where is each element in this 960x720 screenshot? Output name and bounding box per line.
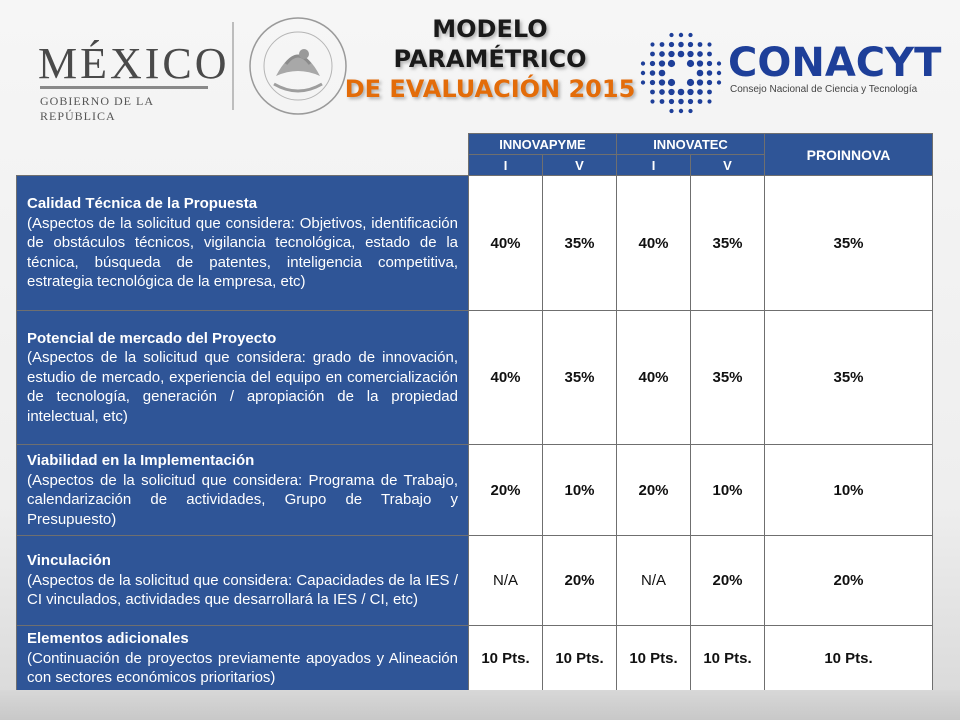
value-cell: 40% xyxy=(468,175,543,311)
criterion-cell: Potencial de mercado del Proyecto (Aspec… xyxy=(16,310,469,445)
subheader-innovapyme-i: I xyxy=(468,154,543,176)
value-cell: 10 Pts. xyxy=(616,625,691,692)
logo-divider xyxy=(232,22,234,110)
value-cell: 35% xyxy=(542,175,617,311)
header-innovatec: INNOVATEC xyxy=(615,133,766,155)
value-cell: 10 Pts. xyxy=(542,625,617,692)
table-row: Elementos adicionales (Continuación de p… xyxy=(16,625,934,692)
criterion-cell: Elementos adicionales (Continuación de p… xyxy=(16,625,469,692)
value-cell: 10 Pts. xyxy=(468,625,543,692)
value-cell: 35% xyxy=(689,175,766,311)
value-cell: N/A xyxy=(468,535,543,626)
value-cell: N/A xyxy=(616,535,691,626)
title-line-2: PARAMÉTRICO xyxy=(393,45,587,73)
criterion-description: (Aspectos de la solicitud que considera:… xyxy=(27,571,458,609)
slide-title: MODELO PARAMÉTRICO DE EVALUACIÓN 2015 xyxy=(340,14,640,104)
conacyt-dots-icon xyxy=(640,32,722,114)
criterion-title: Potencial de mercado del Proyecto xyxy=(27,329,277,347)
value-cell: 35% xyxy=(764,310,934,445)
header-proinnova: PROINNOVA xyxy=(764,133,934,176)
value-cell: 10% xyxy=(689,444,766,536)
conacyt-wordmark: CONACYT xyxy=(728,40,942,86)
value-cell: 20% xyxy=(764,535,934,626)
title-line-1: MODELO xyxy=(432,15,548,43)
conacyt-subtitle: Consejo Nacional de Ciencia y Tecnología xyxy=(730,84,918,95)
criterion-cell: Calidad Técnica de la Propuesta (Aspecto… xyxy=(16,175,469,311)
criterion-title: Calidad Técnica de la Propuesta xyxy=(27,195,258,213)
value-cell: 35% xyxy=(764,175,934,311)
value-cell: 10% xyxy=(542,444,617,536)
table-corner xyxy=(17,134,469,176)
value-cell: 10 Pts. xyxy=(689,625,766,692)
value-cell: 20% xyxy=(689,535,766,626)
evaluation-table: INNOVAPYME INNOVATEC PROINNOVA I V I V C… xyxy=(16,133,934,692)
value-cell: 10 Pts. xyxy=(764,625,934,692)
criterion-description: (Continuación de proyectos previamente a… xyxy=(27,649,458,687)
criterion-cell: Viabilidad en la Implementación (Aspecto… xyxy=(16,444,469,536)
subheader-innovatec-i: I xyxy=(616,154,691,176)
slide-header: MÉXICO GOBIERNO DE LA REPÚBLICA MODELO P… xyxy=(0,0,960,130)
value-cell: 40% xyxy=(616,175,691,311)
mexico-government-logo: MÉXICO GOBIERNO DE LA REPÚBLICA xyxy=(38,38,227,123)
criterion-description: (Aspectos de la solicitud que considera:… xyxy=(27,214,458,291)
value-cell: 20% xyxy=(542,535,617,626)
criterion-description: (Aspectos de la solicitud que considera:… xyxy=(27,471,458,528)
value-cell: 40% xyxy=(468,310,543,445)
title-line-3: DE EVALUACIÓN 2015 xyxy=(344,75,636,103)
criterion-description: (Aspectos de la solicitud que considera:… xyxy=(27,349,458,425)
mexico-logo-subtitle: GOBIERNO DE LA REPÚBLICA xyxy=(40,94,154,123)
value-cell: 40% xyxy=(616,310,691,445)
criterion-cell: Vinculación (Aspectos de la solicitud qu… xyxy=(16,535,469,626)
subheader-innovapyme-v: V xyxy=(542,154,617,176)
value-cell: 10% xyxy=(764,444,934,536)
national-seal-icon xyxy=(249,17,347,115)
value-cell: 35% xyxy=(542,310,617,445)
table-row: Viabilidad en la Implementación (Aspecto… xyxy=(16,444,934,536)
footer-band xyxy=(0,690,960,720)
table-row: Vinculación (Aspectos de la solicitud qu… xyxy=(16,535,934,626)
mexico-logo-stripe xyxy=(40,86,208,89)
criterion-title: Vinculación xyxy=(27,552,111,570)
criterion-title: Viabilidad en la Implementación xyxy=(27,452,255,469)
table-row: Calidad Técnica de la Propuesta (Aspecto… xyxy=(16,175,934,311)
value-cell: 20% xyxy=(616,444,691,536)
criterion-title: Elementos adicionales xyxy=(27,630,189,648)
header-innovapyme: INNOVAPYME xyxy=(468,133,617,155)
value-cell: 20% xyxy=(468,444,543,536)
value-cell: 35% xyxy=(689,310,766,445)
mexico-logo-wordmark: MÉXICO xyxy=(38,39,230,88)
subheader-innovatec-v: V xyxy=(689,154,766,176)
table-row: Potencial de mercado del Proyecto (Aspec… xyxy=(16,310,934,445)
